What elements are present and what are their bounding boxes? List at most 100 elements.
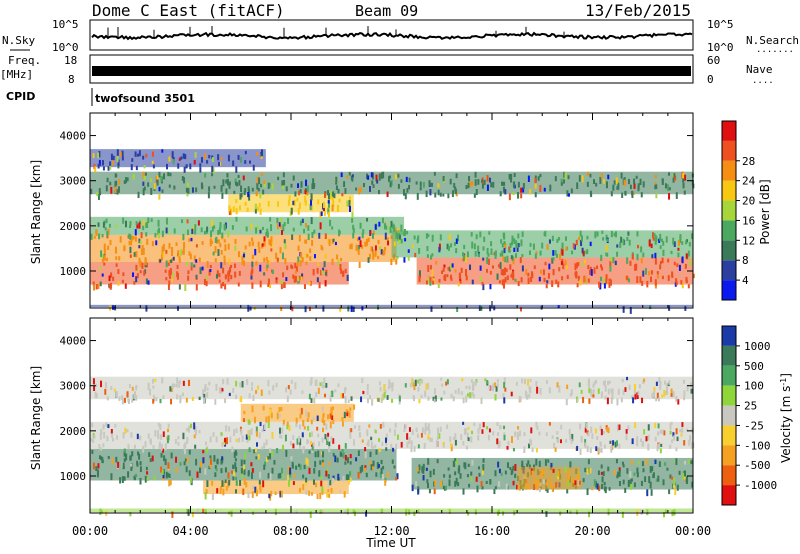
data-cell	[155, 240, 158, 246]
data-cell	[593, 479, 596, 486]
data-cell	[584, 427, 587, 433]
data-cell	[302, 446, 305, 454]
data-cell	[535, 251, 538, 255]
data-cell	[452, 437, 455, 441]
data-cell	[586, 488, 589, 496]
data-cell	[429, 470, 432, 478]
data-cell	[380, 172, 383, 179]
data-cell	[165, 249, 168, 254]
y-tick-label: 2000	[60, 220, 87, 233]
data-cell	[427, 276, 430, 284]
data-cell	[131, 451, 134, 457]
data-cell	[258, 246, 261, 253]
data-cell	[161, 469, 164, 475]
data-cell	[266, 264, 269, 269]
data-cell	[261, 226, 264, 230]
data-cell	[485, 480, 488, 484]
data-cell	[142, 445, 145, 453]
data-cell	[396, 256, 399, 260]
data-cell	[475, 234, 478, 240]
data-cell	[588, 398, 591, 404]
data-cell	[586, 445, 589, 452]
data-cell	[579, 448, 582, 456]
freq-left-tick-top: 18	[64, 54, 77, 67]
data-cell	[282, 182, 285, 189]
data-cell	[284, 258, 287, 265]
data-cell	[299, 260, 302, 267]
data-cell	[327, 489, 330, 493]
data-cell	[610, 388, 613, 394]
data-cell	[320, 451, 323, 455]
noise-left-tick-top: 10^5	[52, 18, 79, 31]
data-cell	[346, 175, 349, 179]
data-cell	[406, 188, 409, 193]
data-cell	[502, 256, 505, 262]
data-cell	[673, 478, 676, 484]
data-cell	[234, 238, 237, 245]
data-cell	[309, 380, 312, 386]
data-cell	[504, 387, 507, 392]
data-cell	[498, 440, 501, 447]
data-cell	[122, 272, 125, 277]
data-cell	[481, 183, 484, 189]
data-cell	[114, 246, 117, 254]
data-cell	[411, 484, 414, 492]
data-cell	[107, 424, 110, 429]
data-cell	[432, 280, 435, 285]
data-cell	[152, 394, 155, 402]
data-cell	[251, 254, 254, 260]
data-cell	[205, 488, 208, 494]
data-cell	[194, 230, 197, 235]
data-cell	[679, 429, 682, 433]
data-cell	[256, 151, 259, 156]
data-cell	[320, 475, 323, 480]
data-cell	[252, 164, 255, 171]
data-cell	[164, 443, 167, 451]
data-cell	[145, 262, 148, 268]
data-cell	[436, 427, 439, 432]
data-cell	[220, 459, 223, 465]
data-cell	[428, 180, 431, 186]
data-cell	[615, 440, 618, 447]
data-cell	[161, 448, 164, 453]
data-cell	[258, 177, 261, 185]
data-cell	[452, 460, 455, 467]
data-cell	[447, 467, 450, 471]
data-cell	[661, 178, 664, 186]
data-cell	[146, 238, 149, 245]
data-cell	[498, 481, 501, 487]
data-cell	[208, 381, 211, 386]
data-cell	[224, 437, 227, 443]
data-cell	[376, 462, 379, 469]
data-cell	[521, 265, 524, 272]
data-cell	[303, 284, 306, 290]
data-cell	[263, 236, 266, 243]
data-cell	[350, 305, 353, 312]
data-cell	[474, 250, 477, 257]
data-cell	[391, 382, 394, 387]
data-cell	[536, 386, 539, 394]
data-cell	[291, 265, 294, 270]
data-cell	[311, 231, 314, 239]
data-cell	[393, 241, 396, 247]
colorbar-segment	[722, 180, 736, 201]
data-cell	[427, 458, 430, 465]
data-cell	[481, 281, 484, 286]
data-cell	[295, 509, 298, 514]
data-cell	[427, 382, 430, 390]
data-cell	[160, 443, 163, 451]
data-cell	[191, 511, 194, 518]
data-cell	[165, 471, 168, 479]
data-cell	[246, 207, 249, 212]
data-cell	[499, 262, 502, 269]
frequency-panel: Freq. [MHz] 18 8 60 0 Nave ....	[0, 54, 774, 86]
data-cell	[377, 239, 380, 245]
data-cell	[330, 436, 333, 442]
data-cell	[496, 379, 499, 383]
data-cell	[425, 233, 428, 239]
data-cell	[228, 183, 231, 189]
data-cell	[254, 208, 257, 214]
data-cell	[404, 238, 407, 242]
data-cell	[474, 380, 477, 386]
